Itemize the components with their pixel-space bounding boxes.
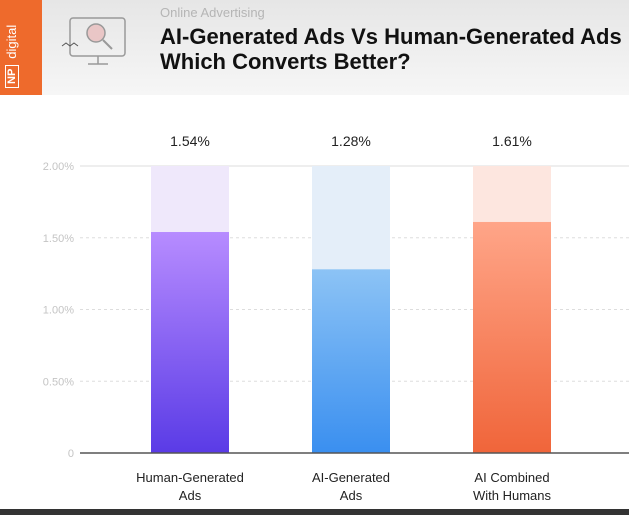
category-label: Ads	[340, 488, 363, 503]
category-label: AI Combined	[474, 470, 549, 485]
category-label: With Humans	[473, 488, 552, 503]
y-tick-label: 1.50%	[43, 233, 74, 245]
subtitle: Online Advertising	[160, 5, 265, 20]
y-tick-label: 0	[68, 448, 74, 460]
header: NP digital Online Advertising AI-Generate…	[0, 0, 629, 95]
category-label: AI-Generated	[312, 470, 390, 485]
logo-np: NP	[4, 64, 19, 88]
bar	[151, 232, 229, 453]
monitor-search-icon	[61, 17, 126, 65]
title-line-1: AI-Generated Ads Vs Human-Generated Ads	[160, 24, 622, 49]
category-label: Ads	[179, 488, 202, 503]
y-tick-label: 2.00%	[43, 161, 74, 173]
logo-digital: digital	[4, 24, 19, 59]
bottom-bar	[0, 509, 629, 515]
bar	[312, 269, 390, 453]
np-digital-logo: NP digital	[0, 0, 42, 95]
bar	[473, 221, 551, 453]
value-label: 1.54%	[170, 133, 210, 149]
bar-chart: 0 0.50% 1.00% 1.50% 2.00% 1.54% Human-Generate…	[43, 133, 629, 503]
page-title: AI-Generated Ads Vs Human-Generated Ads …	[160, 24, 622, 74]
value-label: 1.61%	[492, 133, 532, 149]
title-line-2: Which Converts Better?	[160, 49, 411, 74]
y-tick-label: 1.00%	[43, 305, 74, 317]
y-tick-label: 0.50%	[43, 376, 74, 388]
category-label: Human-Generated	[136, 470, 244, 485]
value-label: 1.28%	[331, 133, 371, 149]
